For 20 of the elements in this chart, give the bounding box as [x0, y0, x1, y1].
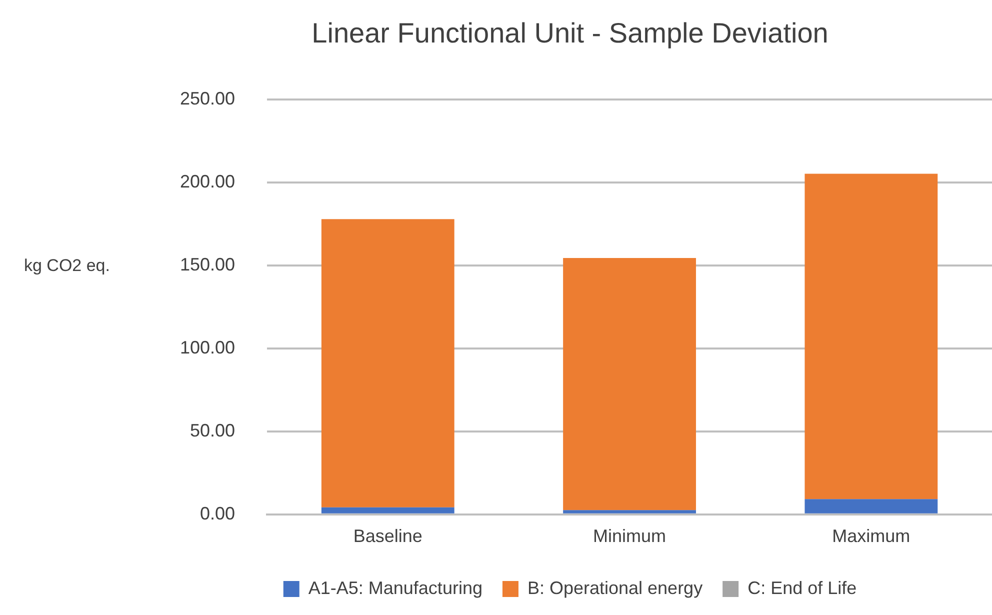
- y-tick-label: 100.00: [180, 337, 236, 358]
- y-tick-label: 50.00: [190, 420, 236, 440]
- y-tick-label: 200.00: [180, 172, 236, 192]
- y-tick-label: 0.00: [200, 503, 236, 524]
- x-tick-label: Maximum: [832, 526, 910, 546]
- x-tick-label: Baseline: [353, 526, 422, 546]
- x-tick-label: Minimum: [593, 526, 666, 546]
- bar: [804, 174, 938, 500]
- y-tick-label: 150.00: [180, 254, 236, 274]
- bar: [321, 507, 454, 514]
- chart-title: Linear Functional Unit - Sample Deviation: [312, 18, 828, 49]
- bar: [563, 258, 696, 510]
- y-tick-label: 250.00: [180, 88, 236, 109]
- bar: [321, 219, 454, 508]
- y-axis-title: kg CO2 eq.: [24, 256, 110, 276]
- bar: [804, 499, 938, 514]
- legend-label: B: Operational energy: [527, 578, 703, 598]
- legend-label: C: End of Life: [748, 578, 857, 598]
- bar: [563, 510, 696, 514]
- legend-label: A1-A5: Manufacturing: [308, 578, 482, 598]
